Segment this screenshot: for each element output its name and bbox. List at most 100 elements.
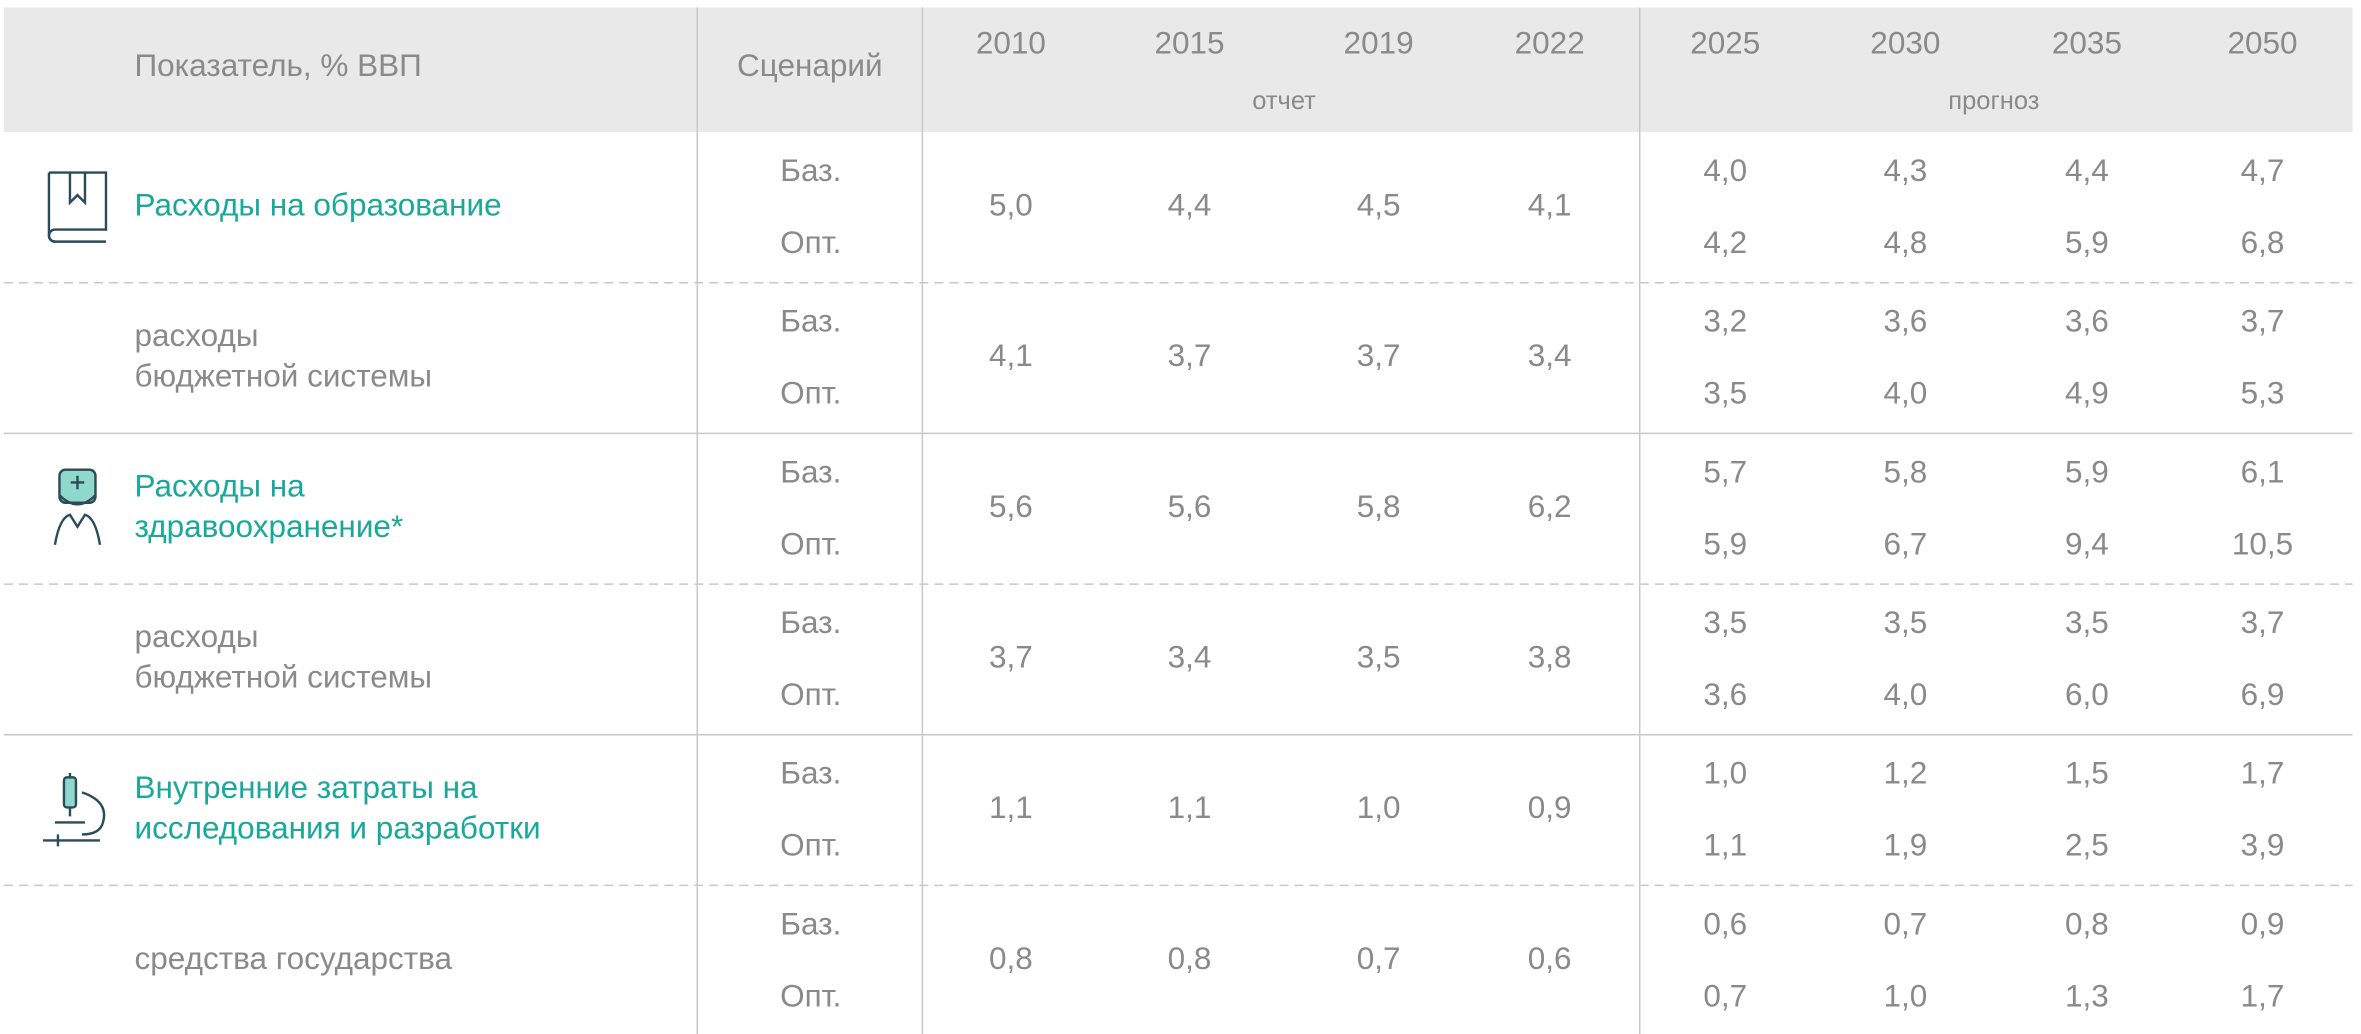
doctor-icon bbox=[53, 468, 102, 545]
forecast-value: 3,5 bbox=[2065, 604, 2109, 640]
forecast-value: 3,6 bbox=[2065, 303, 2109, 339]
history-value: 5,8 bbox=[1357, 488, 1401, 524]
forecast-value: 1,9 bbox=[1883, 827, 1927, 863]
scenario-label: Баз. bbox=[780, 152, 841, 188]
forecast-value: 3,5 bbox=[1703, 375, 1747, 411]
history-value: 3,8 bbox=[1528, 638, 1572, 674]
forecast-value: 0,8 bbox=[2065, 905, 2109, 941]
forecast-value: 3,9 bbox=[2241, 827, 2285, 863]
history-value: 3,7 bbox=[1357, 337, 1401, 373]
history-value: 0,8 bbox=[989, 940, 1033, 976]
indicator-label: Расходы на образование bbox=[134, 186, 501, 222]
microscope-icon bbox=[42, 772, 106, 847]
forecast-value: 0,9 bbox=[2241, 905, 2285, 941]
forecast-value: 1,7 bbox=[2241, 977, 2285, 1013]
forecast-value: 3,5 bbox=[1703, 604, 1747, 640]
forecast-value: 4,3 bbox=[1883, 152, 1927, 188]
sub-indicator-label: расходы bbox=[134, 618, 258, 654]
year-header: 2019 bbox=[1344, 24, 1414, 60]
forecast-value: 0,6 bbox=[1703, 905, 1747, 941]
header-scenario: Сценарий bbox=[737, 47, 883, 83]
forecast-value: 4,0 bbox=[1883, 676, 1927, 712]
forecast-value: 4,4 bbox=[2065, 152, 2109, 188]
history-value: 1,0 bbox=[1357, 789, 1401, 825]
header-band bbox=[3, 7, 2353, 133]
forecast-value: 1,1 bbox=[1703, 827, 1747, 863]
history-value: 5,6 bbox=[989, 488, 1033, 524]
scenario-label: Баз. bbox=[780, 905, 841, 941]
history-value: 4,1 bbox=[989, 337, 1033, 373]
sub-indicator-label: расходы bbox=[134, 317, 258, 353]
forecast-value: 5,9 bbox=[1703, 525, 1747, 561]
history-value: 5,6 bbox=[1168, 488, 1212, 524]
sub-indicator-label: бюджетной системы bbox=[134, 357, 432, 393]
report-label: отчет bbox=[1252, 87, 1316, 115]
history-value: 4,5 bbox=[1357, 186, 1401, 222]
forecast-value: 1,5 bbox=[2065, 755, 2109, 791]
forecast-value: 1,7 bbox=[2241, 755, 2285, 791]
indicator-label: здравоохранение* bbox=[134, 508, 403, 544]
year-header: 2035 bbox=[2052, 24, 2122, 60]
forecast-value: 4,9 bbox=[2065, 375, 2109, 411]
history-value: 0,7 bbox=[1357, 940, 1401, 976]
history-value: 0,8 bbox=[1168, 940, 1212, 976]
history-value: 4,1 bbox=[1528, 186, 1572, 222]
forecast-value: 6,7 bbox=[1883, 525, 1927, 561]
forecast-value: 5,9 bbox=[2065, 224, 2109, 260]
forecast-value: 1,0 bbox=[1703, 755, 1747, 791]
history-value: 0,9 bbox=[1528, 789, 1572, 825]
scenario-label: Опт. bbox=[780, 827, 841, 863]
scenario-label: Опт. bbox=[780, 977, 841, 1013]
indicator-label: Внутренние затраты на bbox=[134, 769, 478, 805]
indicator-label: Расходы на bbox=[134, 468, 305, 504]
history-value: 3,7 bbox=[1168, 337, 1212, 373]
history-value: 4,4 bbox=[1168, 186, 1212, 222]
forecast-value: 9,4 bbox=[2065, 525, 2109, 561]
year-header: 2010 bbox=[976, 24, 1046, 60]
history-value: 3,7 bbox=[989, 638, 1033, 674]
forecast-value: 3,7 bbox=[2241, 604, 2285, 640]
history-value: 6,2 bbox=[1528, 488, 1572, 524]
forecast-value: 6,0 bbox=[2065, 676, 2109, 712]
scenario-label: Баз. bbox=[780, 604, 841, 640]
forecast-value: 3,5 bbox=[1883, 604, 1927, 640]
forecast-value: 6,8 bbox=[2241, 224, 2285, 260]
book-icon bbox=[47, 171, 108, 243]
scenario-label: Опт. bbox=[780, 224, 841, 260]
forecast-value: 0,7 bbox=[1703, 977, 1747, 1013]
forecast-value: 2,5 bbox=[2065, 827, 2109, 863]
year-header: 2030 bbox=[1870, 24, 1940, 60]
forecast-value: 3,2 bbox=[1703, 303, 1747, 339]
scenario-label: Баз. bbox=[780, 755, 841, 791]
forecast-value: 4,0 bbox=[1883, 375, 1927, 411]
scenario-label: Баз. bbox=[780, 453, 841, 489]
forecast-value: 4,2 bbox=[1703, 224, 1747, 260]
forecast-value: 3,6 bbox=[1883, 303, 1927, 339]
year-header: 2050 bbox=[2227, 24, 2297, 60]
forecast-value: 6,9 bbox=[2241, 676, 2285, 712]
scenario-label: Опт. bbox=[780, 525, 841, 561]
forecast-label: прогноз bbox=[1948, 87, 2039, 115]
indicator-label: исследования и разработки bbox=[134, 809, 540, 845]
scenario-label: Опт. bbox=[780, 676, 841, 712]
scenario-label: Баз. bbox=[780, 303, 841, 339]
history-value: 3,4 bbox=[1168, 638, 1212, 674]
history-value: 5,0 bbox=[989, 186, 1033, 222]
forecast-value: 3,7 bbox=[2241, 303, 2285, 339]
forecast-value: 5,8 bbox=[1883, 453, 1927, 489]
history-value: 1,1 bbox=[1168, 789, 1212, 825]
year-header: 2015 bbox=[1154, 24, 1224, 60]
year-header: 2025 bbox=[1690, 24, 1760, 60]
forecast-value: 1,0 bbox=[1883, 977, 1927, 1013]
forecast-value: 5,3 bbox=[2241, 375, 2285, 411]
forecast-value: 5,7 bbox=[1703, 453, 1747, 489]
history-value: 3,4 bbox=[1528, 337, 1572, 373]
year-header: 2022 bbox=[1515, 24, 1585, 60]
forecast-value: 3,6 bbox=[1703, 676, 1747, 712]
history-value: 3,5 bbox=[1357, 638, 1401, 674]
sub-indicator-label: бюджетной системы bbox=[134, 659, 432, 695]
forecast-value: 6,1 bbox=[2241, 453, 2285, 489]
forecast-value: 5,9 bbox=[2065, 453, 2109, 489]
forecast-value: 1,2 bbox=[1883, 755, 1927, 791]
